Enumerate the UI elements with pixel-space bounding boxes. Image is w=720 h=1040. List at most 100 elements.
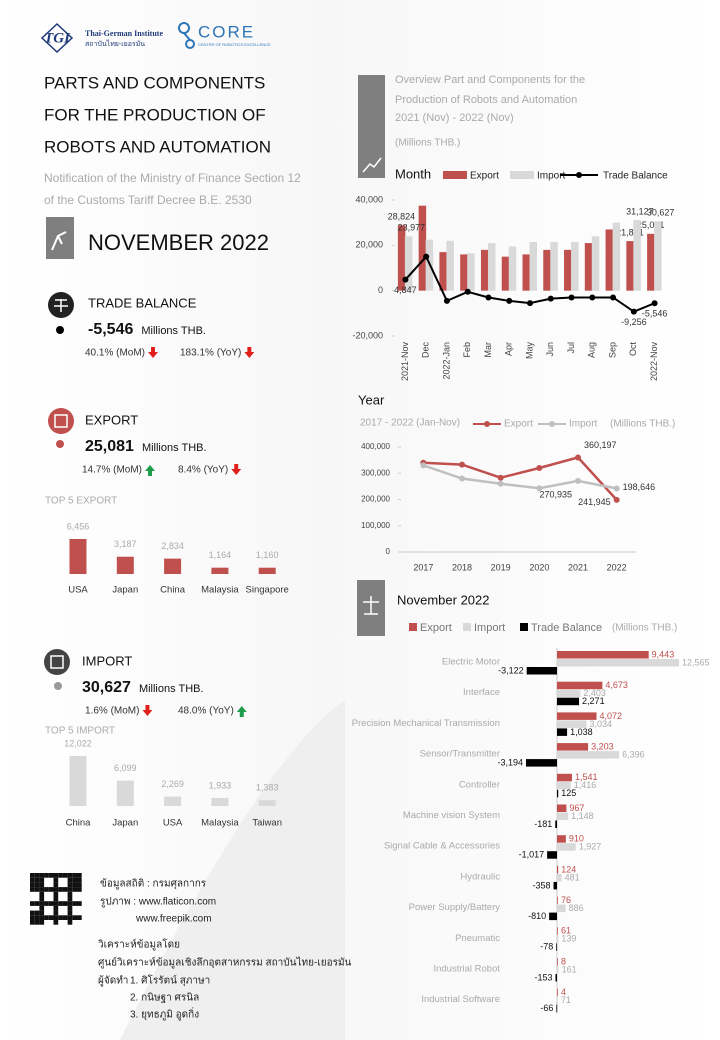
x-tick-label: Taiwan [252,818,282,829]
data-label: 360,197 [584,440,617,450]
bar [557,804,567,812]
data-label: -78 [540,942,553,952]
y-tick-label: -20,000 [352,330,383,340]
section-unit: Millions THB. [142,442,207,454]
x-tick-label: Jun [545,342,555,357]
chart-subtitle: 2017 - 2022 (Jan-Nov) [360,418,460,429]
x-tick-label: 2017 [413,562,433,572]
qr-cell [67,910,73,916]
qr-cell [77,882,82,888]
qr-cell [30,877,35,883]
bar [543,249,551,291]
arrow-up [145,465,156,476]
legend-label: Trade Balance [603,171,668,182]
chart-title: Year [358,392,385,407]
bar [557,812,569,820]
data-label: 3,034 [589,719,612,729]
bar [591,236,600,291]
data-label: 3,203 [591,741,614,751]
legend-swatch [576,172,582,178]
change-mom: 40.1% (MoM) [85,348,145,359]
x-tick-label: Apr [504,342,514,356]
credit-author: 3. ยุทธภูมิ อูดกิ่ง [130,1007,199,1021]
bar [557,651,649,659]
qr-cell [53,882,59,888]
bar [557,835,566,843]
qr-cell [53,915,59,920]
data-label: 76 [561,895,571,905]
data-label: 9,443 [652,649,675,659]
chart-title: Overview Part and Components for the [395,74,585,86]
qr-cell [39,905,45,911]
qr-cell [67,905,73,911]
x-tick-label: China [66,818,92,829]
x-tick-label: Singapore [246,585,289,596]
data-label: -1,017 [519,850,545,860]
arrow-up [236,706,247,717]
data-label: 241,945 [578,497,611,507]
qr-cell [30,887,35,892]
qr-cell [53,920,59,925]
x-tick-label: 2022 [607,562,627,572]
bar [557,789,559,798]
qr-cell [62,915,68,920]
qr-cell [62,901,68,906]
point-marker [547,295,554,302]
scale-icon [363,596,379,615]
data-label: 1,933 [209,780,232,790]
point-marker [459,475,465,482]
section-value: -5,546 [88,321,133,338]
data-label: 23,977 [398,223,426,233]
data-label: 1,541 [575,772,598,782]
data-label: 1,416 [574,780,597,790]
qr-cell [34,877,40,883]
export-icon [48,408,74,434]
bar [550,241,558,291]
section-title: TRADE BALANCE [88,295,197,310]
x-tick-label: Dec [421,342,431,359]
credit: ข้อมูลสถิติ : กรมศุลกากร [100,878,207,890]
point-marker [536,485,543,492]
data-label: 124 [561,864,576,874]
legend-swatch [463,623,471,631]
y-tick-label: 0 [386,547,391,556]
point-marker [610,294,617,301]
x-tick-label: USA [163,818,183,829]
bar [525,759,557,767]
qr-cell [77,915,82,920]
logo-icon [183,32,191,41]
bar [258,800,276,806]
logo-caption: CENTER OF ROBOTICS EXCELLENCE [198,42,271,47]
chart-unit: (Millions THB.) [610,419,675,430]
chart-title: Production of Robots and Automation [395,94,577,106]
bar [557,873,562,882]
bar [557,743,589,751]
data-label: 4 [561,987,566,997]
point-marker [613,485,620,492]
main-title: PARTS AND COMPONENTS [44,73,265,92]
x-tick-label: Aug [587,342,597,358]
chart-title: November 2022 [397,592,490,607]
bar [397,225,406,291]
point-marker [485,294,492,301]
y-tick-label: 200,000 [361,495,390,504]
x-tick-label: Malaysia [201,585,239,596]
point-marker [423,253,430,260]
qr-cell [39,896,45,902]
qr-cell [58,873,63,878]
qr-cell [30,915,35,920]
qr-cell [48,873,54,878]
data-label: -5,546 [642,309,668,319]
qr-cell [34,882,40,888]
qr-cell [39,891,45,897]
qr-cell [34,873,40,878]
legend-label: Import [569,419,598,430]
data-label: -358 [533,880,551,890]
qr-cell [58,901,63,906]
data-label: -3,122 [498,665,524,675]
x-tick-label: USA [68,585,88,596]
bar [549,912,557,921]
change-mom: 14.7% (MoM) [82,465,142,476]
legend-label: Import [474,622,505,634]
arrow-down [231,464,242,475]
